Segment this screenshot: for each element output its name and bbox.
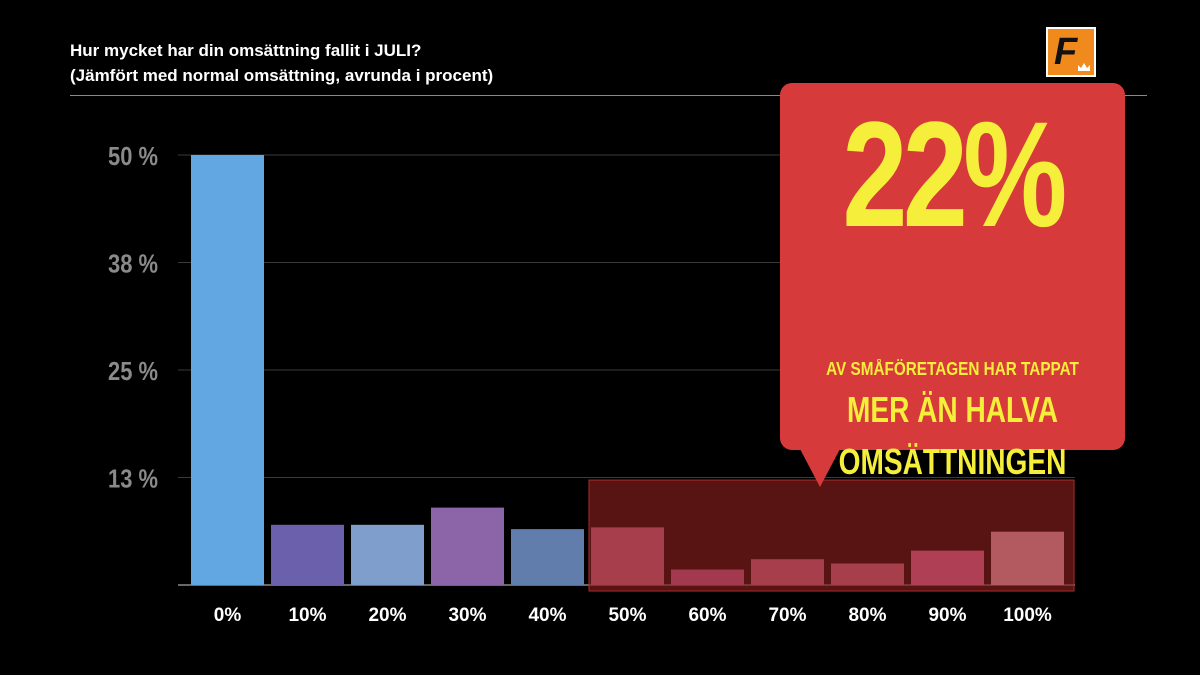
callout-line3: OMSÄTTNINGEN (838, 441, 1067, 482)
chart-title-line1: Hur mycket har din omsättning fallit i J… (70, 41, 422, 60)
callout-box: 22% AV SMÅFÖRETAGEN HAR TAPPAT MER ÄN HA… (780, 83, 1125, 482)
bar-50pct (591, 527, 664, 585)
x-tick-label-60pct: 60% (688, 605, 726, 626)
x-tick-label-40pct: 40% (528, 605, 566, 626)
bar-30pct (431, 507, 504, 585)
x-tick-label-10pct: 10% (288, 605, 326, 626)
bar-10pct (271, 524, 344, 585)
bar-70pct (751, 559, 824, 585)
bar-20pct (351, 524, 424, 585)
bar-40pct (511, 529, 584, 585)
x-tick-label-100pct: 100% (1003, 605, 1052, 626)
bar-100pct (991, 531, 1064, 585)
x-tick-label-70pct: 70% (768, 605, 806, 626)
y-tick-label-1: 25 % (108, 356, 158, 386)
bars (191, 155, 1064, 585)
x-tick-label-50pct: 50% (608, 605, 646, 626)
brand-logo: F (1046, 27, 1096, 77)
crown-icon (1078, 63, 1090, 71)
x-tick-label-90pct: 90% (928, 605, 966, 626)
callout-line2: MER ÄN HALVA (846, 389, 1059, 430)
x-tick-label-30pct: 30% (448, 605, 486, 626)
y-tick-label-3: 50 % (108, 141, 158, 171)
callout-big-value: 22% (842, 90, 1067, 258)
x-tick-label-20pct: 20% (368, 605, 406, 626)
logo-letter: F (1054, 31, 1078, 73)
y-tick-labels: 13 % 25 % 38 % 50 % (108, 141, 158, 494)
callout-pointer (800, 449, 840, 487)
highlight-tint (589, 480, 1074, 591)
chart-title: Hur mycket har din omsättning fallit i J… (70, 38, 493, 88)
callout-line1: AV SMÅFÖRETAGEN HAR TAPPAT (826, 359, 1079, 379)
bar-80pct (831, 563, 904, 585)
highlight-overlay-layer (589, 480, 1074, 591)
header-divider (70, 95, 1147, 96)
x-tick-label-0pct: 0% (214, 605, 242, 626)
bar-0pct (191, 155, 264, 585)
y-tick-label-0: 13 % (108, 464, 158, 494)
x-tick-labels: 0% 10% 20% 30% 40% 50% 60% 70% 80% 90% 100% (214, 605, 1052, 626)
y-tick-label-2: 38 % (108, 249, 158, 279)
x-tick-label-80pct: 80% (848, 605, 886, 626)
bar-60pct (671, 569, 744, 585)
bar-90pct (911, 550, 984, 585)
chart-title-line2: (Jämfört med normal omsättning, avrunda … (70, 66, 494, 85)
